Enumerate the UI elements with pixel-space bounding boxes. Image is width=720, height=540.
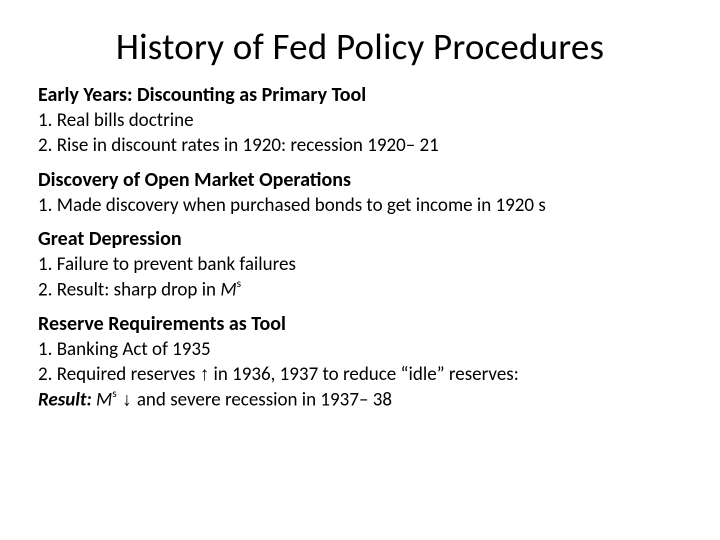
section-heading-early-years: Early Years: Discounting as Primary Tool <box>38 83 682 107</box>
item-suffix: in 1936, 1937 to reduce “idle” reserves: <box>209 363 519 386</box>
section-heading-open-market: Discovery of Open Market Operations <box>38 168 682 192</box>
math-variable: M <box>96 388 112 411</box>
list-item: 2. Rise in discount rates in 1920: reces… <box>38 134 682 158</box>
list-item: 1. Banking Act of 1935 <box>38 338 682 362</box>
item-prefix: 2. Result: sharp drop in <box>38 278 220 301</box>
result-label: Result: <box>38 388 96 411</box>
math-superscript: s <box>112 387 116 401</box>
list-item: 1. Real bills doctrine <box>38 109 682 133</box>
math-superscript: s <box>237 277 241 291</box>
item-prefix: 2. Required reserves <box>38 363 200 386</box>
list-item: 1. Failure to prevent bank failures <box>38 253 682 277</box>
list-item: 2. Required reserves ↑ in 1936, 1937 to … <box>38 363 682 387</box>
down-arrow-icon: ↓ <box>117 389 137 410</box>
list-item: Result: Ms ↓ and severe recession in 193… <box>38 388 682 412</box>
slide-title: History of Fed Policy Procedures <box>38 24 682 69</box>
list-item: 2. Result: sharp drop in Ms <box>38 278 682 302</box>
math-variable: M <box>220 278 236 301</box>
section-heading-reserve-requirements: Reserve Requirements as Tool <box>38 312 682 336</box>
section-heading-great-depression: Great Depression <box>38 227 682 251</box>
list-item: 1. Made discovery when purchased bonds t… <box>38 194 682 218</box>
item-suffix: and severe recession in 1937– 38 <box>137 388 392 411</box>
up-arrow-icon: ↑ <box>200 364 210 385</box>
